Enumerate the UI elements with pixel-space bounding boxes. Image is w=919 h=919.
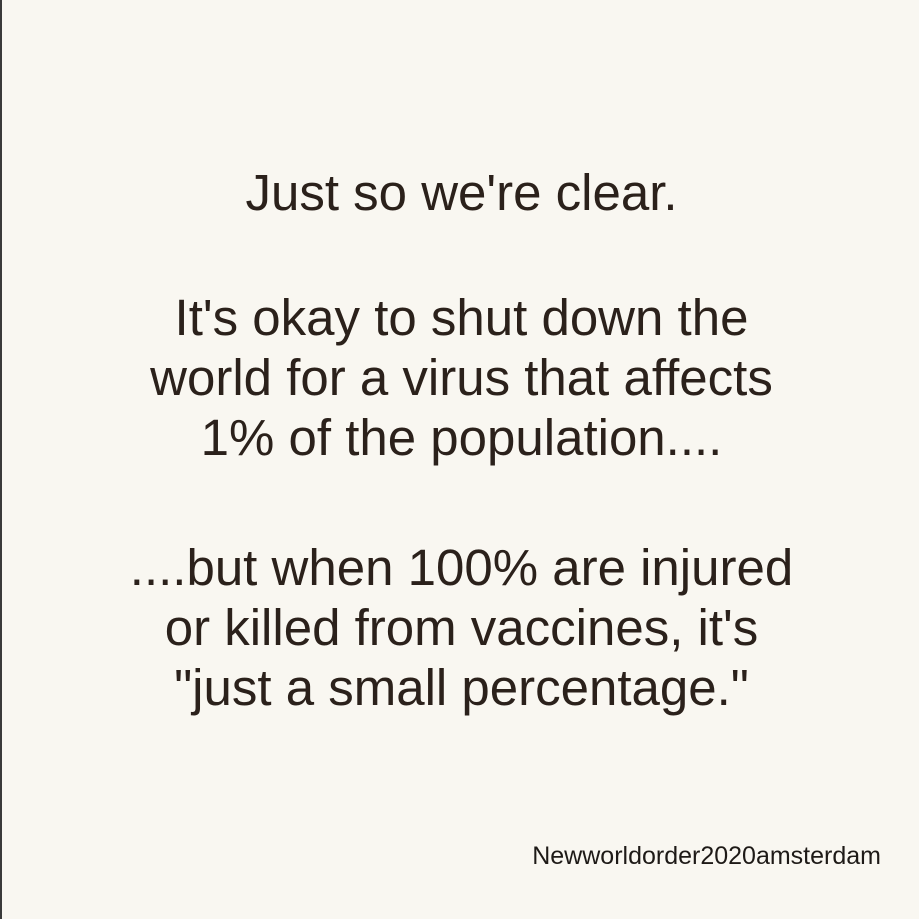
paragraph-three-line-3: "just a small percentage." [174,659,749,716]
heading-text: Just so we're clear. [2,163,919,223]
paragraph-three-line-2: or killed from vaccines, it's [164,599,759,656]
paragraph-three-line-1: ....but when 100% are injured [129,539,794,596]
heading-line: Just so we're clear. [245,164,678,221]
paragraph-two-line-2: world for a virus that affects [150,349,773,406]
paragraph-three: ....but when 100% are injured or killed … [2,538,919,718]
paragraph-two: It's okay to shut down the world for a v… [2,288,919,468]
paragraph-two-line-1: It's okay to shut down the [174,289,749,346]
credit-handle: Newworldorder2020amsterdam [532,842,881,870]
paragraph-two-line-3: 1% of the population.... [200,409,723,466]
